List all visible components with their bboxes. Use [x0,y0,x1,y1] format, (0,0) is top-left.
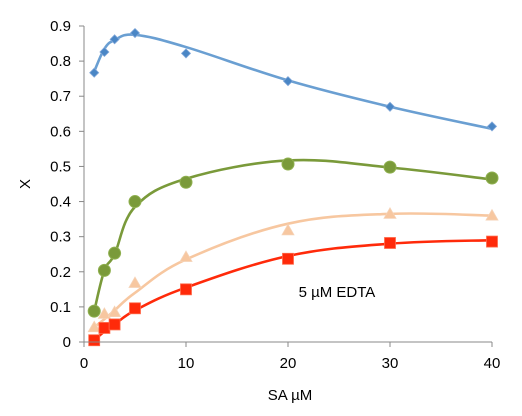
series-point [281,157,295,171]
y-tick-label: 0.7 [50,88,71,105]
y-tick-label: 0.2 [50,264,71,281]
series-group [89,27,498,132]
series-point [179,250,193,262]
plot-layer [87,27,499,347]
axis-layer: 0 0.1 0.2 0.3 0.4 0.5 0.6 0.7 0.8 0.9 0 10 20 30 40 [50,18,500,372]
x-axis-title: SA µM [268,387,313,404]
x-tick-label: 10 [178,355,195,372]
series-point [99,46,110,58]
y-tick-label: 0.1 [50,299,71,316]
y-tick-label: 0.8 [50,53,71,70]
series-point [128,195,142,209]
y-tick-label: 0.3 [50,229,71,246]
series-point [383,160,397,174]
y-tick-label: 0.5 [50,158,71,175]
y-tick-label: 0.9 [50,18,71,35]
series-point [129,27,141,39]
series-point [384,237,396,249]
series-point [89,67,100,78]
series-group [88,235,498,347]
series-point [98,322,111,334]
series-point [179,175,193,189]
series-point [281,223,295,236]
x-tick-label: 40 [484,355,501,372]
series-point [97,307,112,319]
series-line [93,33,493,131]
series-point [107,305,122,318]
series-point [97,263,111,277]
x-tick-label: 20 [280,355,297,372]
series-line [93,212,493,329]
annotation-edta: 5 µM EDTA [299,284,376,301]
series-point [108,246,122,260]
series-point [485,171,499,185]
series-point [128,276,142,288]
series-group [87,207,499,333]
series-point [384,101,396,112]
series-point [485,208,499,221]
series-line [92,158,493,312]
series-point [282,252,294,265]
series-point [180,48,192,59]
series-point [180,283,192,296]
series-point [486,235,498,248]
series-group [87,157,499,318]
x-tick-label: 0 [80,355,88,372]
series-point [383,207,397,219]
y-axis-title: X [17,179,34,189]
series-point [486,121,498,132]
x-tick-label: 30 [382,355,399,372]
series-point [87,320,101,333]
series-point [87,304,101,318]
series-point [129,302,141,315]
series-point [282,76,294,87]
y-tick-label: 0.4 [50,194,71,211]
series-point [88,334,101,347]
y-tick-label: 0 [63,334,71,351]
series-point [108,318,121,331]
y-tick-label: 0.6 [50,123,71,140]
series-point [109,34,120,45]
